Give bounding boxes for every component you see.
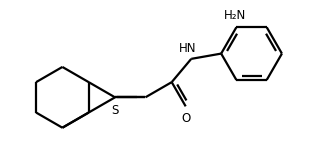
Text: HN: HN — [179, 42, 196, 55]
Text: S: S — [111, 104, 119, 117]
Text: H₂N: H₂N — [224, 9, 246, 22]
Text: O: O — [182, 112, 191, 125]
